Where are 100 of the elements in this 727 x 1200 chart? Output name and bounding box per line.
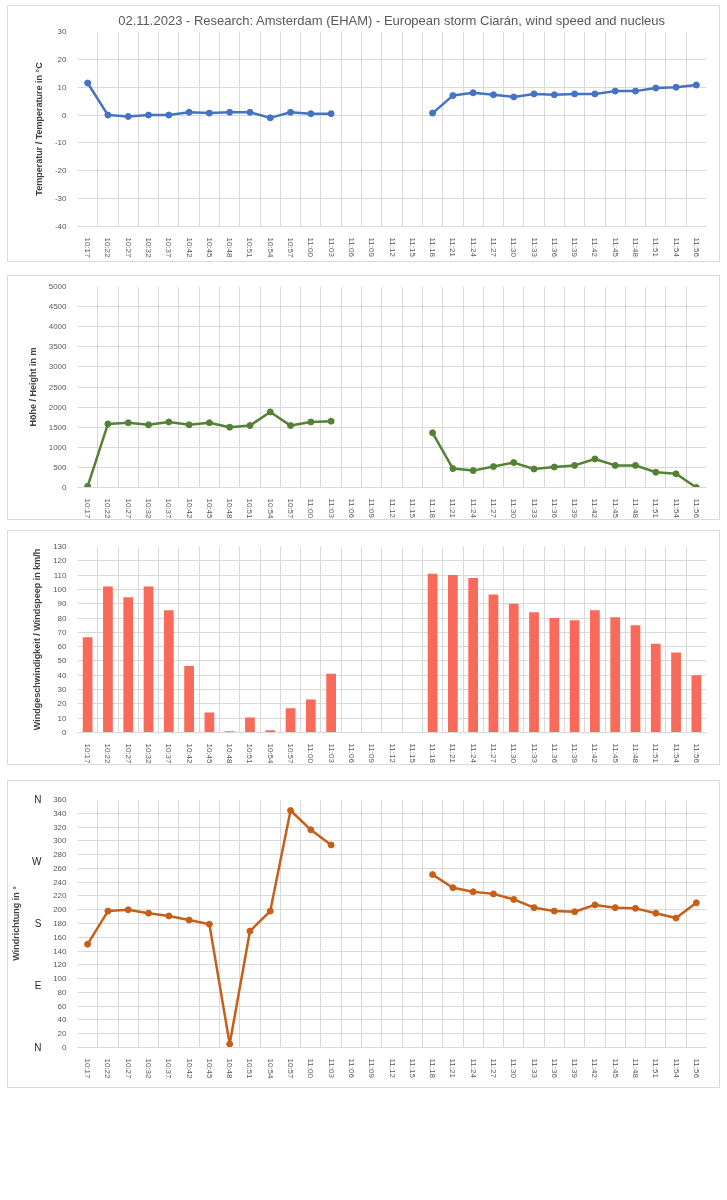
x-tick-label: 11:03 bbox=[326, 498, 336, 519]
text: S bbox=[34, 918, 42, 929]
x-tick-label: 10:27 bbox=[123, 743, 133, 765]
y-tick-label: -20 bbox=[54, 166, 68, 176]
x-tick-label: 10:45 bbox=[204, 498, 214, 520]
x-tick-label: 11:09 bbox=[367, 498, 377, 519]
x-tick-label: 11:12 bbox=[387, 1058, 397, 1079]
x-tick-label: 11:27 bbox=[488, 743, 498, 764]
y-axis-title: Höhe / Height in m bbox=[27, 347, 38, 427]
x-tick-label: 11:12 bbox=[387, 498, 397, 519]
y-tick-label: 0 bbox=[62, 483, 68, 492]
x-tick-label: 11:33 bbox=[529, 743, 539, 764]
x-tick-label: 10:57 bbox=[286, 237, 296, 259]
x-tick-label: 11:15 bbox=[407, 1058, 417, 1079]
x-tick-label: 10:17 bbox=[83, 743, 93, 765]
y-tick-label: -40 bbox=[54, 222, 68, 231]
y-tick-label: 130 bbox=[53, 542, 68, 551]
x-tick-label: 10:54 bbox=[265, 743, 275, 765]
x-tick-label: 10:22 bbox=[103, 498, 113, 520]
y-tick-label: 100 bbox=[53, 974, 68, 984]
x-tick-label: 11:42 bbox=[590, 498, 600, 519]
x-tick-label: 11:56 bbox=[691, 1058, 701, 1079]
y-tick-label: 3500 bbox=[48, 342, 68, 352]
x-tick-label: 10:57 bbox=[286, 743, 296, 765]
x-tick-label: 11:15 bbox=[407, 498, 417, 519]
x-tick-label: 11:33 bbox=[529, 498, 539, 519]
x-tick-label: 11:00 bbox=[306, 743, 316, 764]
y-tick-label: 260 bbox=[53, 863, 68, 873]
x-tick-label: 11:54 bbox=[671, 237, 681, 258]
y-tick-label: 1500 bbox=[48, 422, 68, 432]
x-tick-label: 11:18 bbox=[428, 237, 438, 258]
x-tick-label: 11:30 bbox=[509, 743, 519, 764]
x-tick-label: 10:51 bbox=[245, 237, 255, 259]
x-tick-label: 11:21 bbox=[448, 743, 458, 764]
x-tick-label: 11:39 bbox=[570, 498, 580, 519]
y-tick-label: 60 bbox=[57, 642, 68, 652]
x-tick-label: 11:00 bbox=[306, 1058, 316, 1079]
y-tick-label: 5000 bbox=[48, 282, 68, 291]
x-tick-label: 10:42 bbox=[184, 743, 194, 765]
x-tick-label: 11:18 bbox=[428, 743, 438, 764]
x-tick-label: 11:24 bbox=[468, 743, 478, 764]
x-tick-label: 10:57 bbox=[286, 498, 296, 520]
x-tick-label: 10:51 bbox=[245, 1058, 255, 1080]
y-axis-title: Windrichtung in ° bbox=[11, 885, 22, 961]
chart-title: 02.11.2023 - Research: Amsterdam (EHAM) - European storm Ciarán, wind speed and nucleus bbox=[118, 12, 666, 28]
x-tick-label: 11:09 bbox=[367, 237, 377, 258]
x-tick-label: 10:45 bbox=[204, 237, 214, 259]
x-tick-label: 10:32 bbox=[144, 237, 154, 259]
y-tick-label: 1000 bbox=[48, 442, 68, 452]
y-tick-label: 140 bbox=[53, 946, 68, 956]
x-tick-label: 11:56 bbox=[691, 498, 701, 519]
x-tick-label: 11:45 bbox=[610, 498, 620, 519]
x-tick-label: 10:48 bbox=[225, 1058, 235, 1080]
x-tick-label: 11:09 bbox=[367, 743, 377, 764]
x-tick-label: 10:51 bbox=[245, 743, 255, 765]
x-tick-label: 11:48 bbox=[630, 1058, 640, 1079]
y-tick-label: 220 bbox=[53, 891, 68, 901]
text: N bbox=[34, 1042, 42, 1053]
y-tick-label: 3000 bbox=[48, 362, 68, 372]
y-tick-label: 340 bbox=[53, 808, 68, 818]
y-tick-label: 90 bbox=[57, 599, 68, 609]
x-tick-label: 11:45 bbox=[610, 1058, 620, 1079]
y-tick-label: 20 bbox=[57, 1029, 68, 1039]
x-tick-label: 10:42 bbox=[184, 498, 194, 520]
y-tick-label: 20 bbox=[57, 54, 68, 64]
x-tick-label: 10:37 bbox=[164, 1058, 174, 1080]
x-tick-label: 11:03 bbox=[326, 1058, 336, 1079]
x-tick-label: 11:21 bbox=[448, 1058, 458, 1079]
x-tick-label: 11:54 bbox=[671, 743, 681, 764]
x-tick-label: 11:56 bbox=[691, 743, 701, 764]
x-tick-label: 10:32 bbox=[144, 498, 154, 520]
x-tick-label: 11:27 bbox=[488, 498, 498, 519]
x-tick-label: 11:54 bbox=[671, 498, 681, 519]
x-tick-label: 11:18 bbox=[428, 498, 438, 519]
x-tick-label: 11:54 bbox=[671, 1058, 681, 1079]
x-tick-label: 11:51 bbox=[651, 237, 661, 258]
y-tick-label: 180 bbox=[53, 919, 68, 928]
y-axis-title: Windgeschwindigkeit / Windspeep in km/h bbox=[32, 548, 43, 731]
x-tick-label: 11:39 bbox=[570, 743, 580, 764]
x-tick-label: 11:45 bbox=[610, 237, 620, 258]
y-tick-label: 0 bbox=[62, 1043, 68, 1052]
y-tick-label: 2500 bbox=[48, 382, 68, 392]
x-tick-label: 11:39 bbox=[570, 1058, 580, 1079]
x-tick-label: 11:36 bbox=[549, 498, 559, 519]
y-tick-label: 80 bbox=[57, 613, 68, 623]
x-tick-label: 10:42 bbox=[184, 1058, 194, 1080]
x-tick-label: 11:06 bbox=[346, 237, 356, 258]
y-axis-title: Temperatur / Temperature in °C bbox=[33, 61, 44, 196]
y-tick-label: 4500 bbox=[48, 302, 68, 312]
x-tick-label: 11:39 bbox=[570, 237, 580, 258]
text: W bbox=[32, 856, 43, 867]
y-tick-label: 120 bbox=[53, 556, 68, 566]
x-tick-label: 10:32 bbox=[144, 1058, 154, 1080]
y-tick-label: 200 bbox=[53, 905, 68, 915]
y-tick-label: 2000 bbox=[48, 402, 68, 412]
x-tick-label: 10:17 bbox=[83, 237, 93, 259]
y-tick-label: 30 bbox=[57, 27, 68, 36]
x-tick-label: 11:42 bbox=[590, 743, 600, 764]
y-tick-label: 30 bbox=[57, 685, 68, 695]
x-tick-label: 11:24 bbox=[468, 1058, 478, 1079]
